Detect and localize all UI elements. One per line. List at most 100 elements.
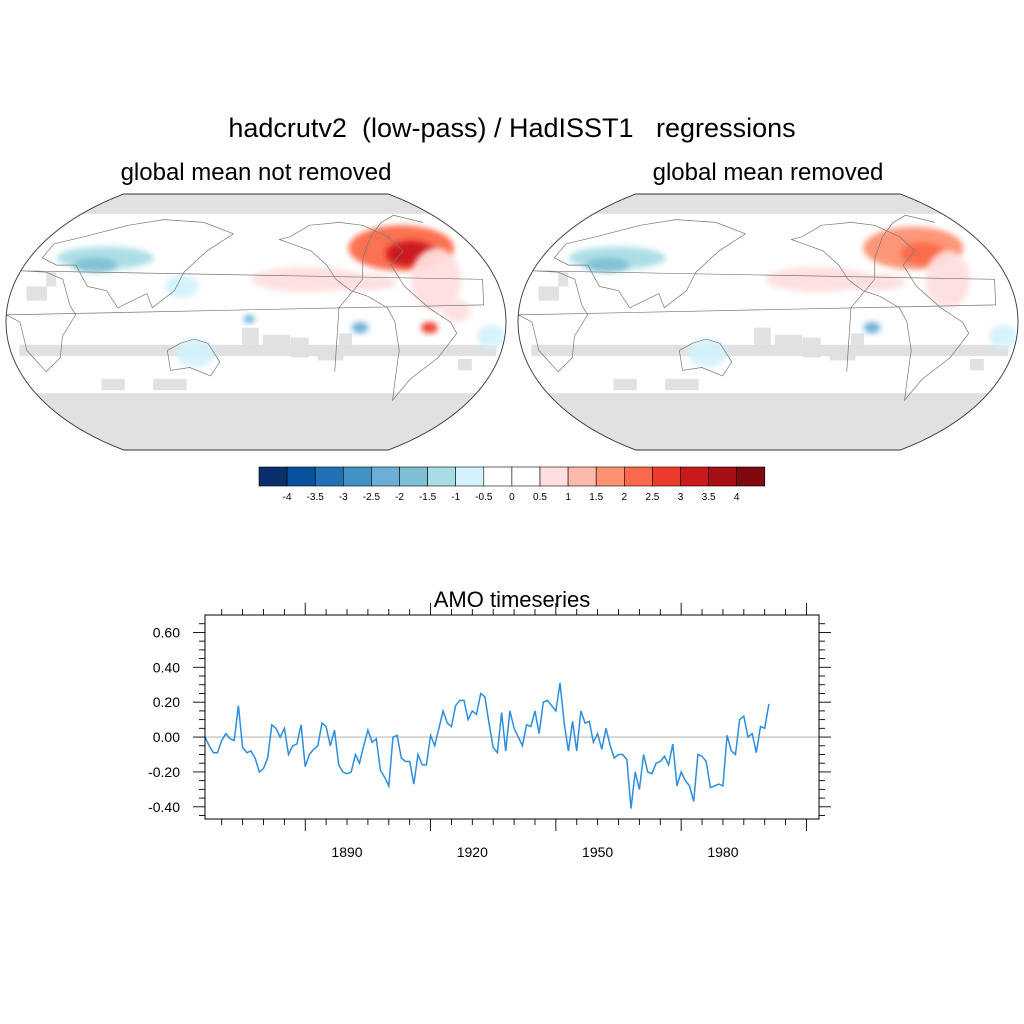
colorbar-swatch	[708, 466, 737, 487]
anomaly-blob	[243, 314, 255, 324]
colorbar-swatch	[511, 466, 541, 487]
anomaly-blob	[421, 322, 438, 334]
anomaly-blob	[850, 273, 906, 291]
colorbar-label: 3	[678, 492, 684, 503]
anomaly-blob	[251, 266, 363, 293]
anomaly-blob	[72, 258, 118, 273]
colorbar-swatch	[371, 466, 400, 487]
missing-antarctica	[518, 393, 1018, 450]
map-body	[6, 194, 506, 450]
missing-arctic	[518, 194, 1018, 214]
anomaly-blob	[989, 324, 1017, 348]
coastline	[518, 270, 997, 373]
colorbar-label: 1.5	[589, 492, 603, 503]
anomaly-blob	[477, 324, 505, 348]
x-tick-label: 1980	[707, 844, 738, 860]
map-right	[517, 193, 1019, 451]
missing-cell	[339, 333, 353, 345]
colorbar-label: -3.5	[307, 492, 325, 503]
colorbar-swatch	[399, 466, 428, 487]
x-tick-label: 1920	[457, 844, 488, 860]
colorbar-swatch	[258, 466, 288, 487]
anomaly-blob	[175, 339, 215, 368]
map-outline	[517, 193, 1019, 451]
colorbar-swatch	[623, 466, 653, 487]
colorbar-label: -4	[283, 492, 292, 503]
missing-cell	[19, 344, 497, 357]
missing-cell	[969, 358, 984, 371]
colorbar-swatch	[483, 466, 513, 487]
map-outline	[5, 193, 507, 451]
colorbar: -4 -3.5 -3 -2.5 -2 -1.5 -1 -0.5 0 0.5 1 1.5 2 2.5 3 3.5…	[258, 466, 766, 503]
missing-cell	[101, 378, 125, 391]
anomaly-blob	[687, 339, 727, 368]
colorbar-swatch	[652, 466, 681, 487]
colorbar-label: 0.5	[533, 492, 547, 503]
colorbar-label: 3.5	[702, 492, 716, 503]
missing-cell	[665, 378, 699, 391]
colorbar-swatch	[427, 466, 457, 487]
x-tick-label: 1950	[582, 844, 613, 860]
y-tick-label: 0.00	[153, 729, 180, 745]
anomaly-blob	[165, 275, 199, 298]
y-tick-label: -0.20	[148, 764, 180, 780]
coastline	[41, 219, 235, 309]
colorbar-label: -0.5	[475, 492, 493, 503]
missing-cell	[754, 327, 771, 345]
colorbar-label: -1.5	[419, 492, 437, 503]
colorbar-label: 0	[509, 492, 515, 503]
missing-cell	[558, 272, 569, 287]
colorbar-label: -3	[339, 492, 348, 503]
plot-frame	[204, 614, 820, 820]
x-tick-label: 1890	[331, 844, 362, 860]
coastline	[678, 338, 733, 377]
colorbar-label: -1	[451, 492, 460, 503]
colorbar-label: 4	[734, 492, 740, 503]
anomaly-blob	[335, 273, 397, 291]
coastline	[278, 222, 458, 402]
anomaly-blob	[863, 322, 881, 334]
missing-cell	[613, 378, 637, 391]
colorbar-swatch	[595, 466, 625, 487]
missing-arctic	[6, 194, 506, 214]
colorbar-label: -2.5	[363, 492, 381, 503]
colorbar-swatch	[286, 466, 316, 487]
anomaly-blob	[351, 322, 369, 334]
coastline	[334, 214, 424, 372]
map-left	[5, 193, 507, 451]
colorbar-swatch	[539, 466, 569, 487]
colorbar-swatch	[342, 466, 372, 487]
colorbar-swatch	[680, 466, 709, 487]
colorbar-label: 2.5	[645, 492, 659, 503]
timeseries-title: AMO timeseries	[434, 587, 590, 612]
missing-cell	[26, 286, 48, 301]
missing-cell	[851, 333, 865, 345]
anomaly-blob	[442, 299, 471, 322]
map-body	[518, 194, 1018, 450]
colorbar-swatch	[567, 466, 597, 487]
anomaly-blob	[925, 250, 971, 308]
missing-cell	[538, 286, 560, 301]
coastline	[790, 222, 970, 402]
missing-cell	[531, 344, 1009, 357]
coastline	[553, 219, 747, 309]
missing-cell	[457, 358, 472, 371]
missing-cell	[242, 327, 259, 345]
main-title: hadcrutv2 (low-pass) / HadISST1 regressi…	[228, 113, 796, 143]
anomaly-blob	[765, 266, 872, 293]
amo-series-line	[204, 682, 770, 809]
y-tick-label: 0.20	[153, 694, 180, 710]
missing-cell	[46, 272, 57, 287]
colorbar-label: -2	[395, 492, 404, 503]
colorbar-swatch	[314, 466, 344, 487]
amo-timeseries-plot: AMO timeseries 1890 1920 1950 1980 -0.40 -0.20…	[148, 587, 831, 860]
coastline	[6, 270, 485, 373]
map-left-title: global mean not removed	[120, 159, 392, 186]
y-tick-label: 0.40	[153, 659, 180, 675]
colorbar-label: 2	[622, 492, 628, 503]
coastline	[166, 338, 221, 377]
anomaly-blob	[584, 258, 630, 273]
y-tick-label: -0.40	[148, 799, 180, 815]
map-right-title: global mean removed	[652, 159, 884, 186]
colorbar-swatch	[455, 466, 485, 487]
